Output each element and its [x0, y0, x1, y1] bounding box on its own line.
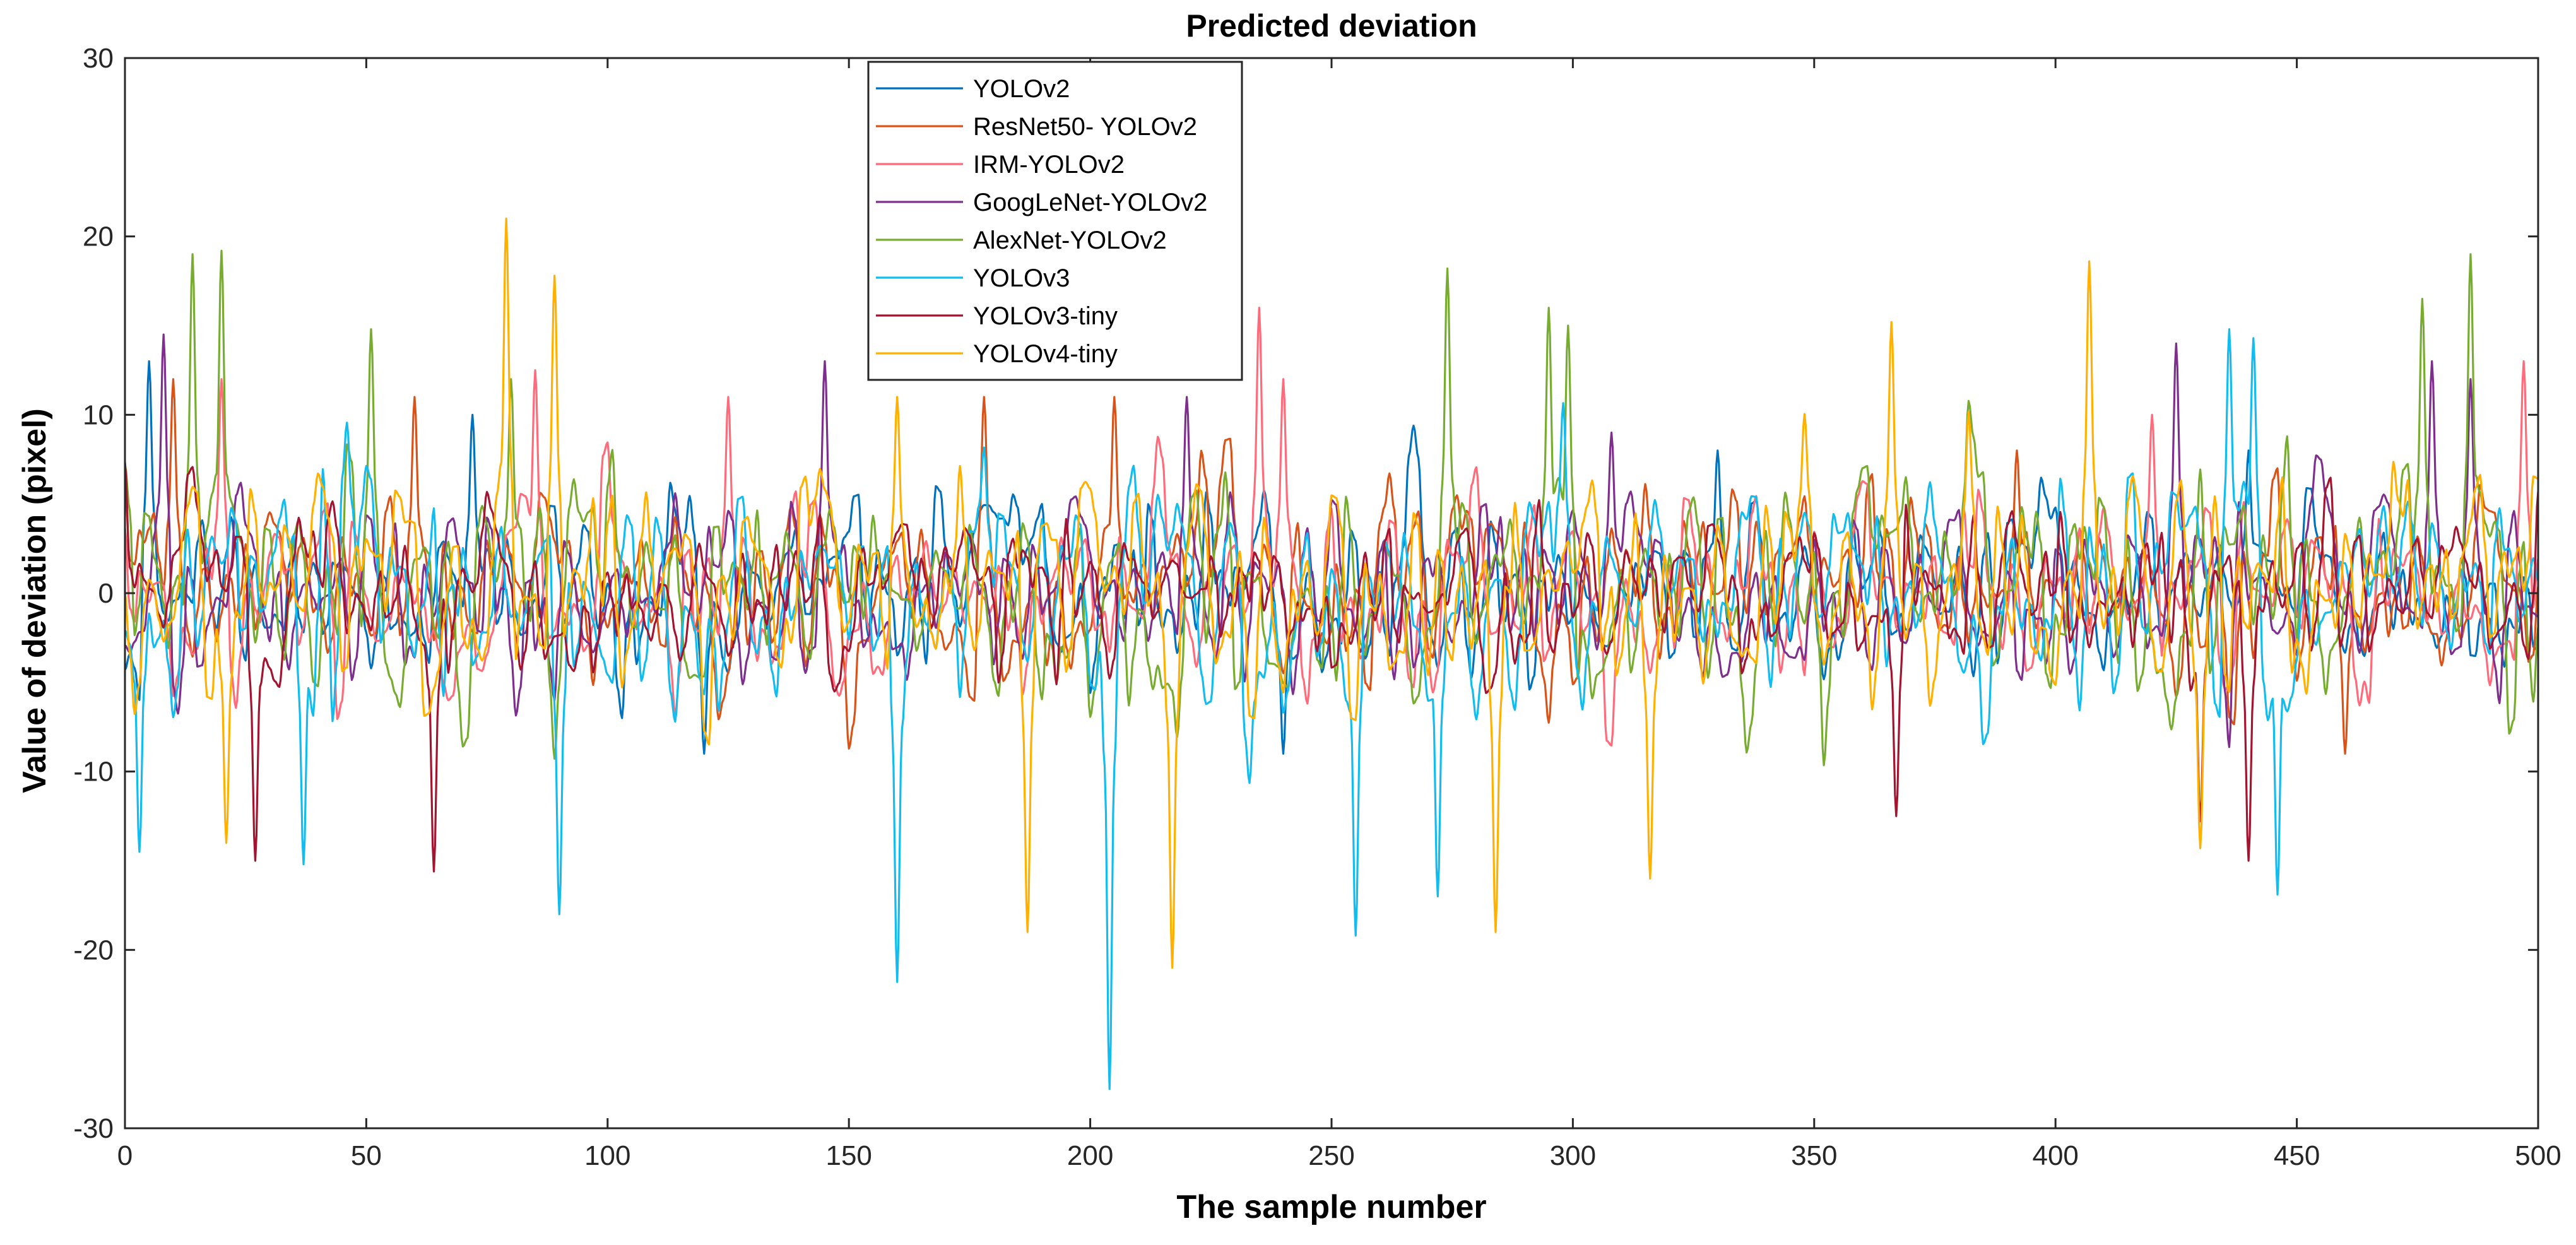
series-line-yolov4-tiny: [124, 217, 2539, 969]
x-tick-label: 250: [1308, 1140, 1354, 1171]
x-tick-label: 350: [1791, 1140, 1837, 1171]
series-line-yolov3-tiny: [124, 461, 2539, 873]
y-axis: -30 -20 -10 0 10 20 30: [73, 43, 2538, 1144]
legend-label: YOLOv3-tiny: [973, 302, 1118, 330]
legend-label: YOLOv3: [973, 264, 1070, 292]
y-axis-label: Value of deviation (pixel): [16, 408, 53, 793]
x-tick-label: 450: [2274, 1140, 2320, 1171]
chart-title: Predicted deviation: [1186, 8, 1477, 44]
legend-label: IRM-YOLOv2: [973, 151, 1125, 179]
x-tick-label: 100: [584, 1140, 630, 1171]
y-tick-label: 20: [83, 221, 114, 252]
series-line-yolov3: [124, 328, 2539, 1090]
y-tick-label: -30: [73, 1113, 114, 1144]
legend-label: AlexNet-YOLOv2: [973, 227, 1167, 254]
legend-label: GoogLeNet-YOLOv2: [973, 189, 1207, 216]
x-axis-label: The sample number: [1176, 1189, 1486, 1225]
x-tick-label: 500: [2515, 1140, 2561, 1171]
legend-box: [867, 61, 1243, 381]
y-tick-label: 10: [83, 399, 114, 430]
legend-label: YOLOv2: [973, 75, 1070, 103]
series-line-irm-yolov2: [124, 307, 2539, 746]
x-tick-label: 0: [117, 1140, 133, 1171]
legend-label: YOLOv4-tiny: [973, 340, 1118, 368]
y-tick-label: -10: [73, 757, 114, 788]
legend: YOLOv2 ResNet50- YOLOv2 IRM-YOLOv2 GoogLeNe…: [867, 61, 1243, 381]
x-axis: 0 50 100 150 200 250 300 350 400 450 500: [117, 58, 2561, 1171]
x-tick-label: 150: [825, 1140, 871, 1171]
x-tick-label: 50: [351, 1140, 382, 1171]
y-tick-label: 30: [83, 43, 114, 74]
x-tick-label: 300: [1550, 1140, 1596, 1171]
x-tick-label: 400: [2032, 1140, 2078, 1171]
y-tick-label: -20: [73, 935, 114, 965]
series-layer: [124, 217, 2539, 1090]
y-tick-label: 0: [98, 578, 114, 609]
x-tick-label: 200: [1067, 1140, 1113, 1171]
legend-label: ResNet50- YOLOv2: [973, 113, 1197, 141]
